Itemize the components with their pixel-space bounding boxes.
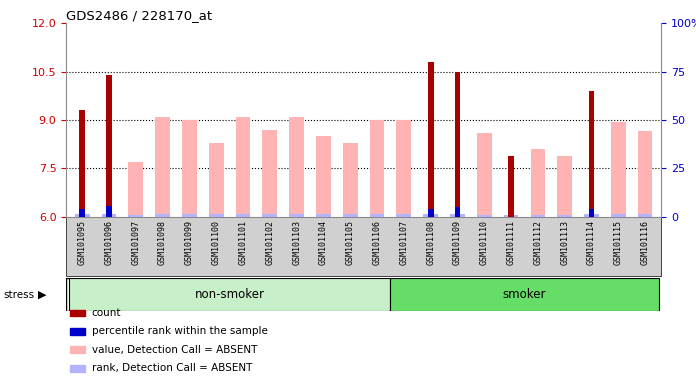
Bar: [477, 133, 491, 217]
Bar: [79, 209, 85, 217]
Bar: [262, 130, 277, 217]
Bar: [454, 207, 461, 217]
Bar: [209, 214, 223, 217]
Bar: [79, 110, 85, 217]
Text: smoker: smoker: [503, 288, 546, 301]
Bar: [290, 214, 304, 217]
Bar: [397, 120, 411, 217]
Bar: [638, 131, 652, 217]
Bar: [316, 136, 331, 217]
Bar: [106, 75, 112, 217]
Bar: [428, 209, 434, 217]
Bar: [75, 214, 90, 217]
Bar: [182, 120, 197, 217]
Bar: [69, 278, 390, 311]
Bar: [557, 215, 572, 217]
Text: value, Detection Call = ABSENT: value, Detection Call = ABSENT: [92, 345, 258, 355]
Bar: [370, 214, 384, 217]
Bar: [236, 117, 251, 217]
Bar: [290, 117, 304, 217]
Text: non-smoker: non-smoker: [195, 288, 264, 301]
Bar: [106, 206, 112, 217]
Bar: [102, 214, 116, 217]
Bar: [155, 214, 170, 217]
Bar: [129, 162, 143, 217]
Bar: [508, 156, 514, 217]
Bar: [343, 214, 358, 217]
Bar: [530, 149, 545, 217]
Bar: [557, 156, 572, 217]
Bar: [638, 214, 652, 217]
Bar: [129, 215, 143, 217]
Text: ▶: ▶: [38, 290, 47, 300]
Bar: [343, 142, 358, 217]
Bar: [477, 215, 491, 217]
Bar: [182, 214, 197, 217]
Bar: [155, 117, 170, 217]
Bar: [589, 91, 594, 217]
Text: percentile rank within the sample: percentile rank within the sample: [92, 326, 268, 336]
Bar: [530, 215, 545, 217]
Text: GDS2486 / 228170_at: GDS2486 / 228170_at: [66, 9, 212, 22]
Bar: [504, 215, 519, 217]
Bar: [611, 122, 626, 217]
Bar: [450, 214, 465, 217]
Bar: [423, 214, 438, 217]
Bar: [589, 209, 594, 217]
Bar: [428, 62, 434, 217]
Bar: [209, 142, 223, 217]
Bar: [454, 71, 461, 217]
Text: count: count: [92, 308, 121, 318]
Text: stress: stress: [3, 290, 35, 300]
Bar: [236, 214, 251, 217]
Bar: [584, 214, 599, 217]
Text: rank, Detection Call = ABSENT: rank, Detection Call = ABSENT: [92, 363, 252, 373]
Bar: [397, 214, 411, 217]
Bar: [390, 278, 658, 311]
Bar: [370, 120, 384, 217]
Bar: [611, 214, 626, 217]
Bar: [316, 214, 331, 217]
Bar: [262, 214, 277, 217]
